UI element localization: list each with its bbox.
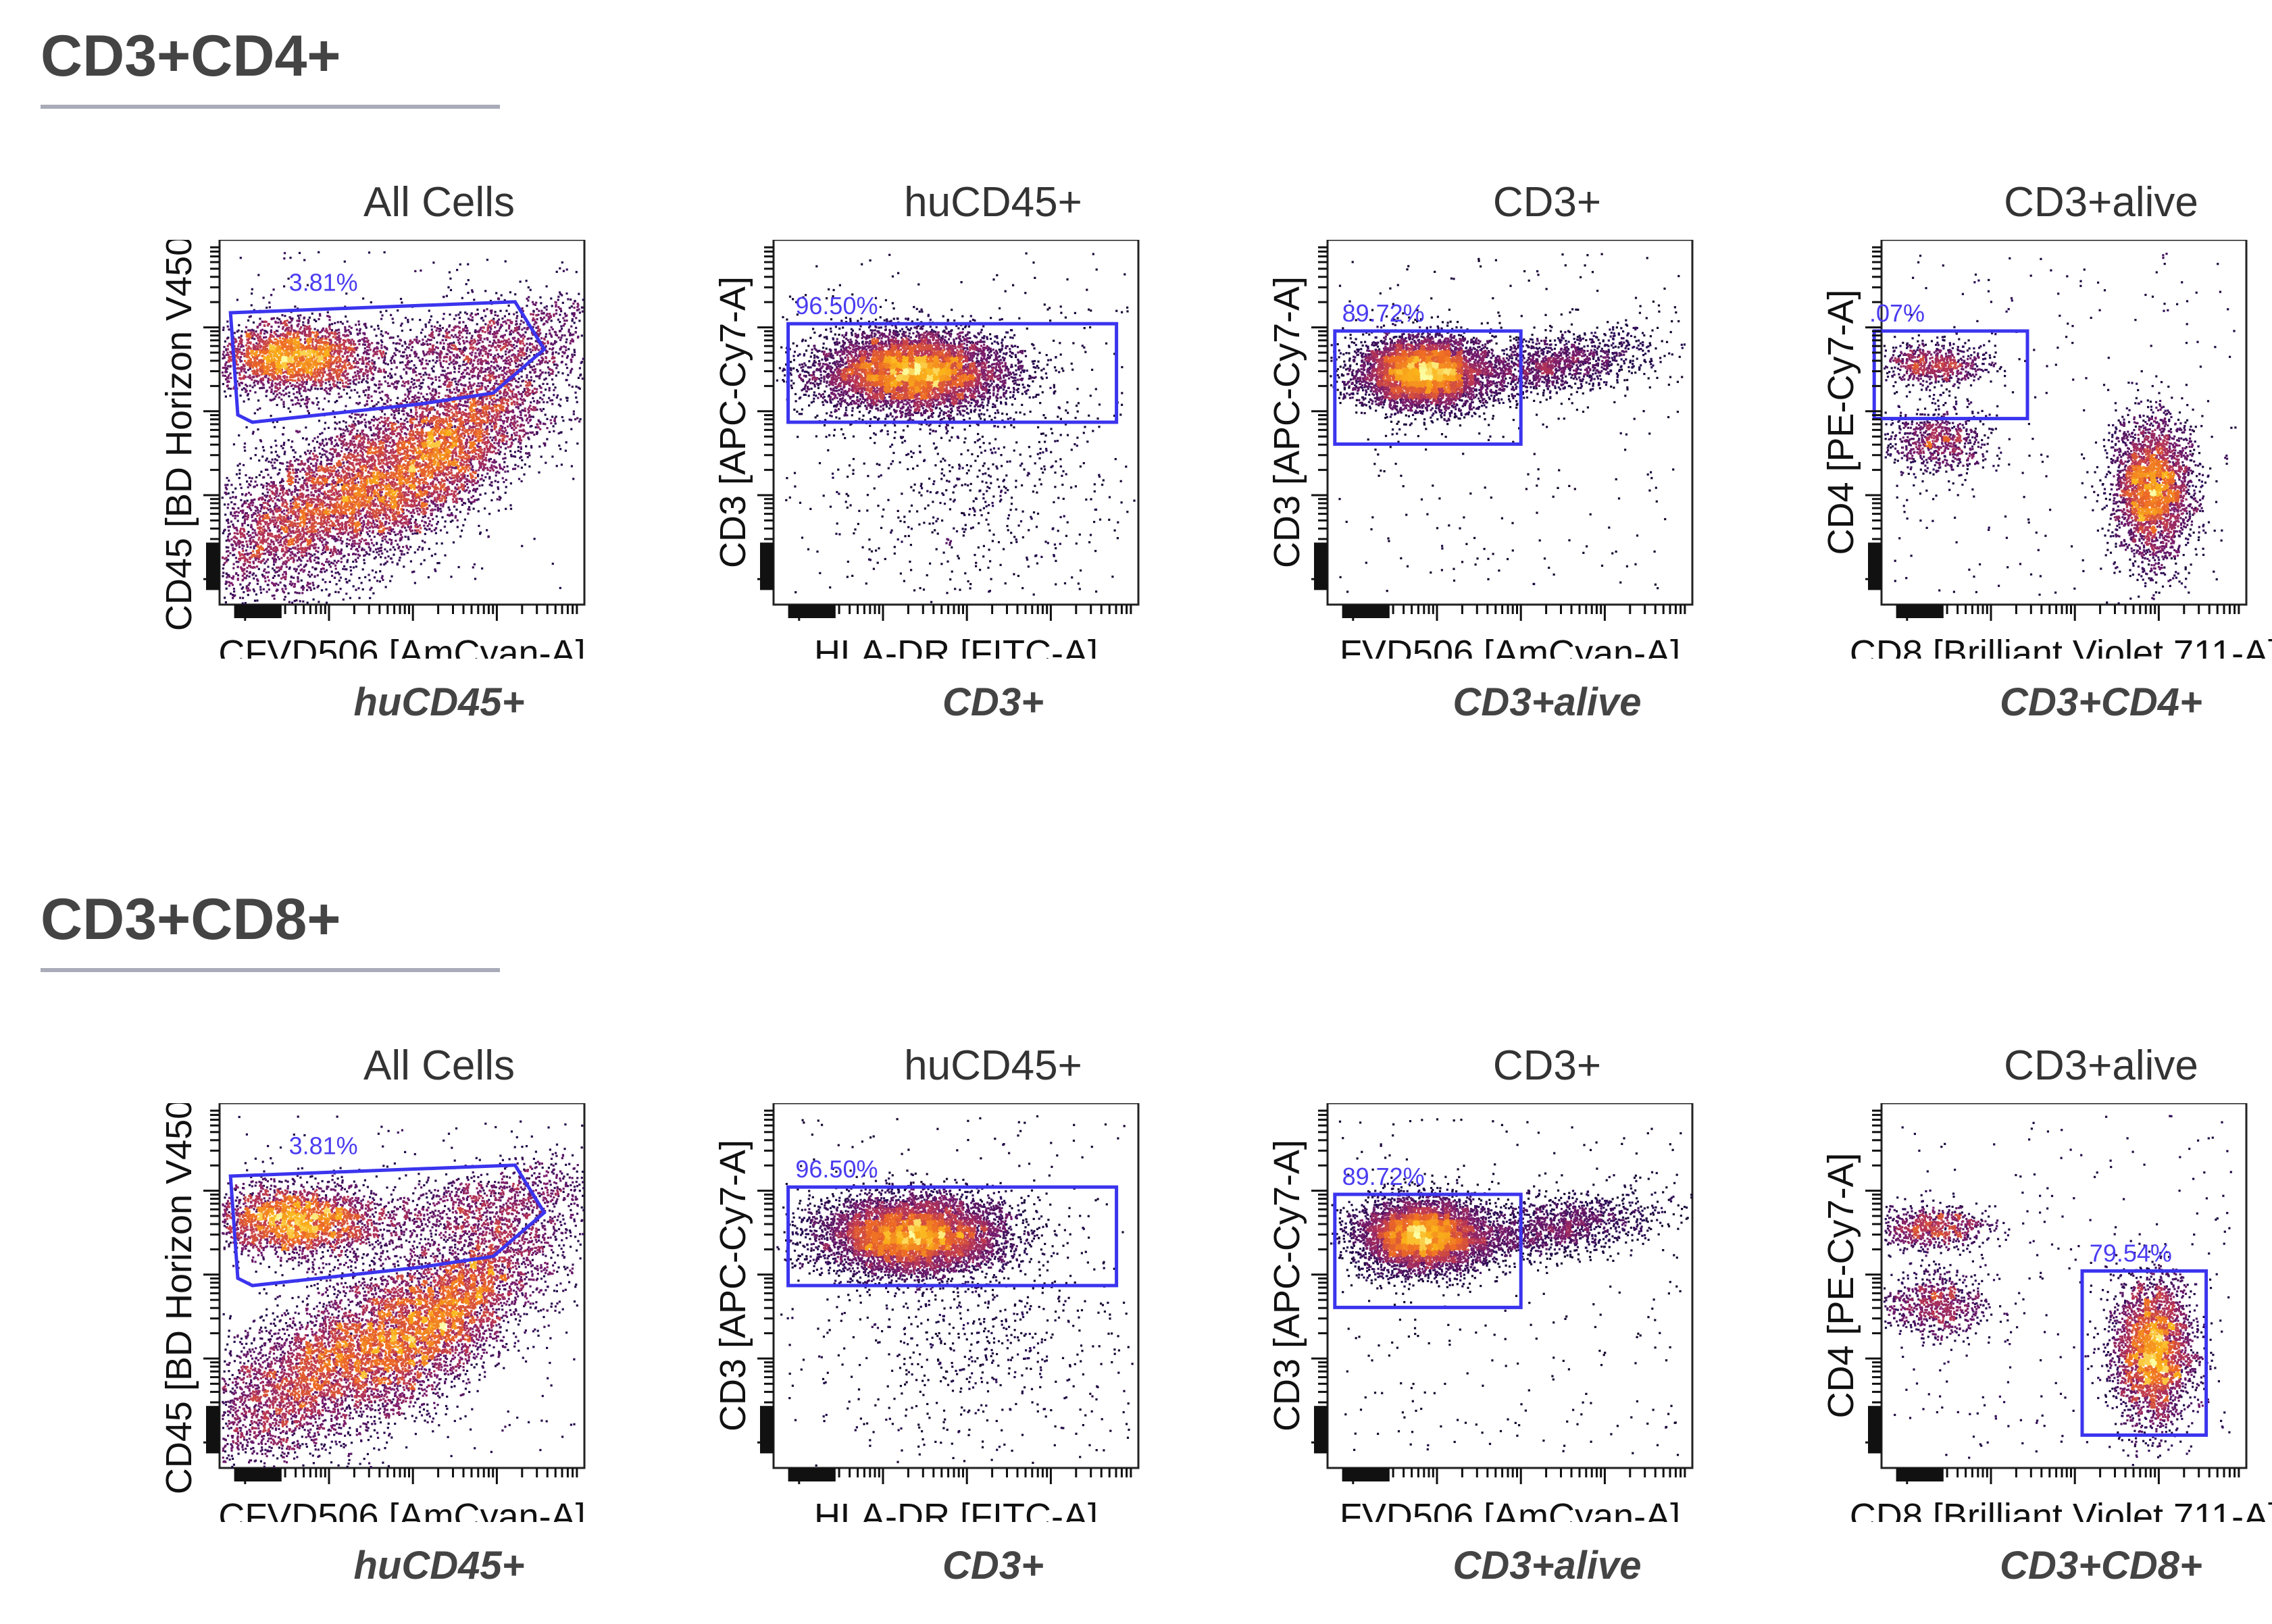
plot-frame xyxy=(1882,240,2246,605)
plot-title: CD3+alive xyxy=(1824,166,2272,240)
scatter-plot[interactable]: 96.50% HLA-DR [FITC-A] CD3 [APC-Cy7-A] xyxy=(716,240,1270,659)
y-axis-label: CD3 [APC-Cy7-A] xyxy=(1270,1140,1307,1431)
y-axis-label: CD3 [APC-Cy7-A] xyxy=(716,1140,753,1431)
x-axis-label: CFVD506 [AmCyan-A] xyxy=(218,633,585,659)
section-underline xyxy=(41,105,500,109)
y-axis-label: CD4 [PE-Cy7-A] xyxy=(1824,289,1861,555)
gate-percent-label: 96.50% xyxy=(795,292,878,320)
gate-percent-label: 96.50% xyxy=(795,1155,878,1183)
x-axis-label: CD8 [Brilliant Violet 711-A] xyxy=(1850,633,2272,659)
gate-name-label: CD3+alive xyxy=(1270,1522,1824,1610)
x-axis-label: HLA-DR [FITC-A] xyxy=(814,1496,1098,1522)
gate-percent-label: 3.81% xyxy=(289,269,358,297)
plot-panel: huCD45+ 96.50% HLA-DR [FITC-A] CD3 [APC-Cy7… xyxy=(716,166,1270,746)
gate-name-label: CD3+alive xyxy=(1270,659,1824,746)
scatter-plot[interactable]: 3.81% CFVD506 [AmCyan-A] CD45 [BD Horizon … xyxy=(162,1103,716,1522)
plot-title: CD3+ xyxy=(1270,166,1824,240)
plot-title: CD3+ xyxy=(1270,1029,1824,1103)
gate-percent-label: .07% xyxy=(1869,299,1925,327)
x-axis-label: CFVD506 [AmCyan-A] xyxy=(218,1496,585,1522)
plot-panel: huCD45+ 96.50% HLA-DR [FITC-A] CD3 [APC-Cy7… xyxy=(716,1029,1270,1610)
plot-title: huCD45+ xyxy=(716,1029,1270,1103)
y-axis-label: CD4 [PE-Cy7-A] xyxy=(1824,1152,1861,1418)
x-axis-label: CD8 [Brilliant Violet 711-A] xyxy=(1850,1496,2272,1522)
plot-title: All Cells xyxy=(162,166,716,240)
gate-percent-label: 3.81% xyxy=(289,1132,358,1160)
plot-panel: All Cells 3.81% CFVD506 [AmCyan-A] CD45 [BD… xyxy=(162,1029,716,1610)
x-axis-label: FVD506 [AmCyan-A] xyxy=(1340,633,1680,659)
gate-name-label: CD3+ xyxy=(716,1522,1270,1610)
scatter-plot[interactable]: 96.50% HLA-DR [FITC-A] CD3 [APC-Cy7-A] xyxy=(716,1103,1270,1522)
gate-percent-label: 79.54% xyxy=(2090,1239,2172,1267)
section-title: CD3+CD8+ xyxy=(41,890,341,948)
gate-name-label: CD3+CD8+ xyxy=(1824,1522,2272,1610)
section-underline xyxy=(41,968,500,972)
plot-panel: CD3+alive .07% CD8 [Brilliant Violet 711-A… xyxy=(1824,166,2272,746)
plot-panel: CD3+ 89.72% FVD506 [AmCyan-A] CD3 [APC-Cy7-… xyxy=(1270,166,1824,746)
scatter-plot[interactable]: 3.81% CFVD506 [AmCyan-A] CD45 [BD Horizon … xyxy=(162,240,716,659)
plot-frame xyxy=(1328,240,1692,605)
section-title: CD3+CD4+ xyxy=(41,27,341,85)
plot-panel: CD3+alive 79.54% CD8 [Brilliant Violet 711… xyxy=(1824,1029,2272,1610)
gate-name-label: CD3+CD4+ xyxy=(1824,659,2272,746)
x-axis-label: FVD506 [AmCyan-A] xyxy=(1340,1496,1680,1522)
plot-frame xyxy=(1328,1103,1692,1468)
x-axis-label: HLA-DR [FITC-A] xyxy=(814,633,1098,659)
y-axis-label: CD3 [APC-Cy7-A] xyxy=(1270,276,1307,568)
y-axis-label: CD3 [APC-Cy7-A] xyxy=(716,276,753,568)
plot-title: All Cells xyxy=(162,1029,716,1103)
plot-panel: All Cells 3.81% CFVD506 [AmCyan-A] CD45 [BD… xyxy=(162,166,716,746)
scatter-plot[interactable]: 89.72% FVD506 [AmCyan-A] CD3 [APC-Cy7-A] xyxy=(1270,1103,1824,1522)
gate-name-label: huCD45+ xyxy=(162,1522,716,1610)
scatter-plot[interactable]: 79.54% CD8 [Brilliant Violet 711-A] CD4 [P… xyxy=(1824,1103,2272,1522)
plot-title: huCD45+ xyxy=(716,166,1270,240)
plot-title: CD3+alive xyxy=(1824,1029,2272,1103)
gate-percent-label: 89.72% xyxy=(1342,299,1425,327)
gate-percent-label: 89.72% xyxy=(1342,1163,1425,1190)
gate-name-label: CD3+ xyxy=(716,659,1270,746)
plot-panel: CD3+ 89.72% FVD506 [AmCyan-A] CD3 [APC-Cy7-… xyxy=(1270,1029,1824,1610)
y-axis-label: CD45 [BD Horizon V450-/ xyxy=(162,240,199,631)
scatter-plot[interactable]: .07% CD8 [Brilliant Violet 711-A] CD4 [PE-… xyxy=(1824,240,2272,659)
y-axis-label: CD45 [BD Horizon V450-/ xyxy=(162,1103,199,1494)
scatter-plot[interactable]: 89.72% FVD506 [AmCyan-A] CD3 [APC-Cy7-A] xyxy=(1270,240,1824,659)
gate-name-label: huCD45+ xyxy=(162,659,716,746)
